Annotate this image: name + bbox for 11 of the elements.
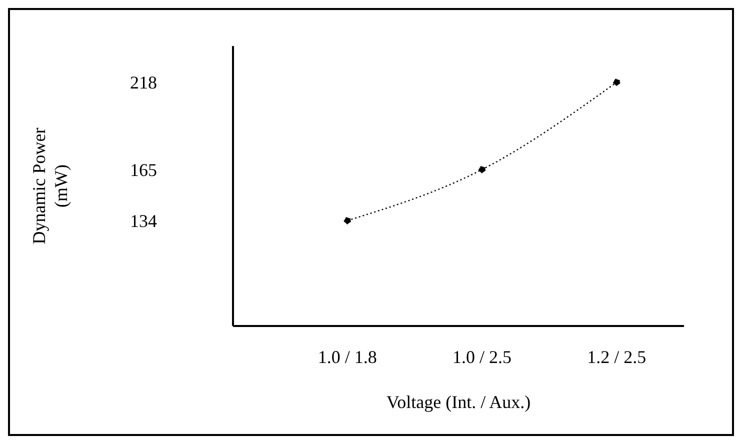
x-tick-label: 1.0 / 1.8 xyxy=(318,346,377,367)
x-tick-label: 1.0 / 2.5 xyxy=(452,346,512,367)
x-axis-title: Voltage (Int. / Aux.) xyxy=(386,392,531,412)
y-axis-title: Dynamic Power (mW) xyxy=(29,128,71,244)
y-tick-label: 134 xyxy=(130,210,157,231)
y-tick-label: 165 xyxy=(130,160,157,180)
y-tick-label: 218 xyxy=(130,72,157,93)
x-tick-label: 1.2 / 2.5 xyxy=(587,346,646,367)
point xyxy=(478,166,486,174)
point xyxy=(344,216,352,224)
point xyxy=(613,78,620,86)
